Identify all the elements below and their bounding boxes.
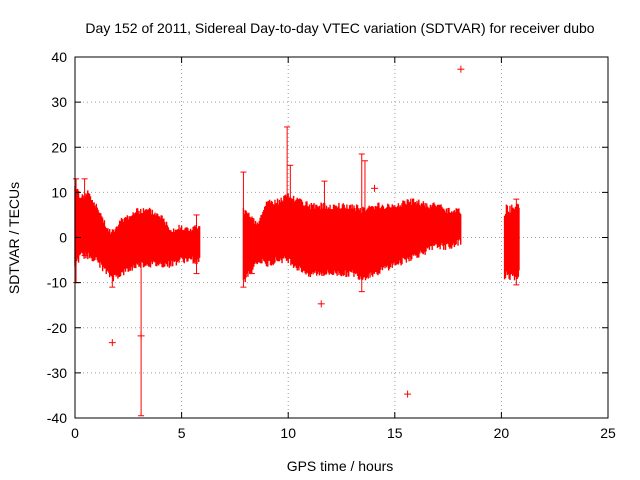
- x-axis-label: GPS time / hours: [287, 458, 394, 474]
- y-tick-label: 20: [51, 139, 67, 155]
- ticks: 0 5 10 15 20 25 -40 -30 -20 -10 0 10 20 30 40: [47, 49, 616, 441]
- y-tick-label: 0: [59, 230, 67, 246]
- y-tick-label: 40: [51, 49, 67, 65]
- y-tick-label: -30: [47, 365, 67, 381]
- x-tick-label: 5: [178, 425, 186, 441]
- x-tick-label: 15: [387, 425, 403, 441]
- data-point: [137, 332, 145, 340]
- y-tick-label: 30: [51, 94, 67, 110]
- y-axis-label: SDTVAR / TECUs: [6, 182, 22, 294]
- data-point: [108, 339, 116, 347]
- x-tick-label: 0: [71, 425, 79, 441]
- x-tick-label: 25: [600, 425, 616, 441]
- data-point: [371, 184, 379, 192]
- data-point: [457, 65, 465, 73]
- y-tick-label: -10: [47, 275, 67, 291]
- x-tick-label: 10: [280, 425, 296, 441]
- chart-title: Day 152 of 2011, Sidereal Day-to-day VTE…: [85, 20, 594, 36]
- y-tick-label: -40: [47, 410, 67, 426]
- y-tick-label: 10: [51, 184, 67, 200]
- data-point: [317, 300, 325, 308]
- x-tick-label: 20: [494, 425, 510, 441]
- y-tick-label: -20: [47, 320, 67, 336]
- data-point: [404, 390, 412, 398]
